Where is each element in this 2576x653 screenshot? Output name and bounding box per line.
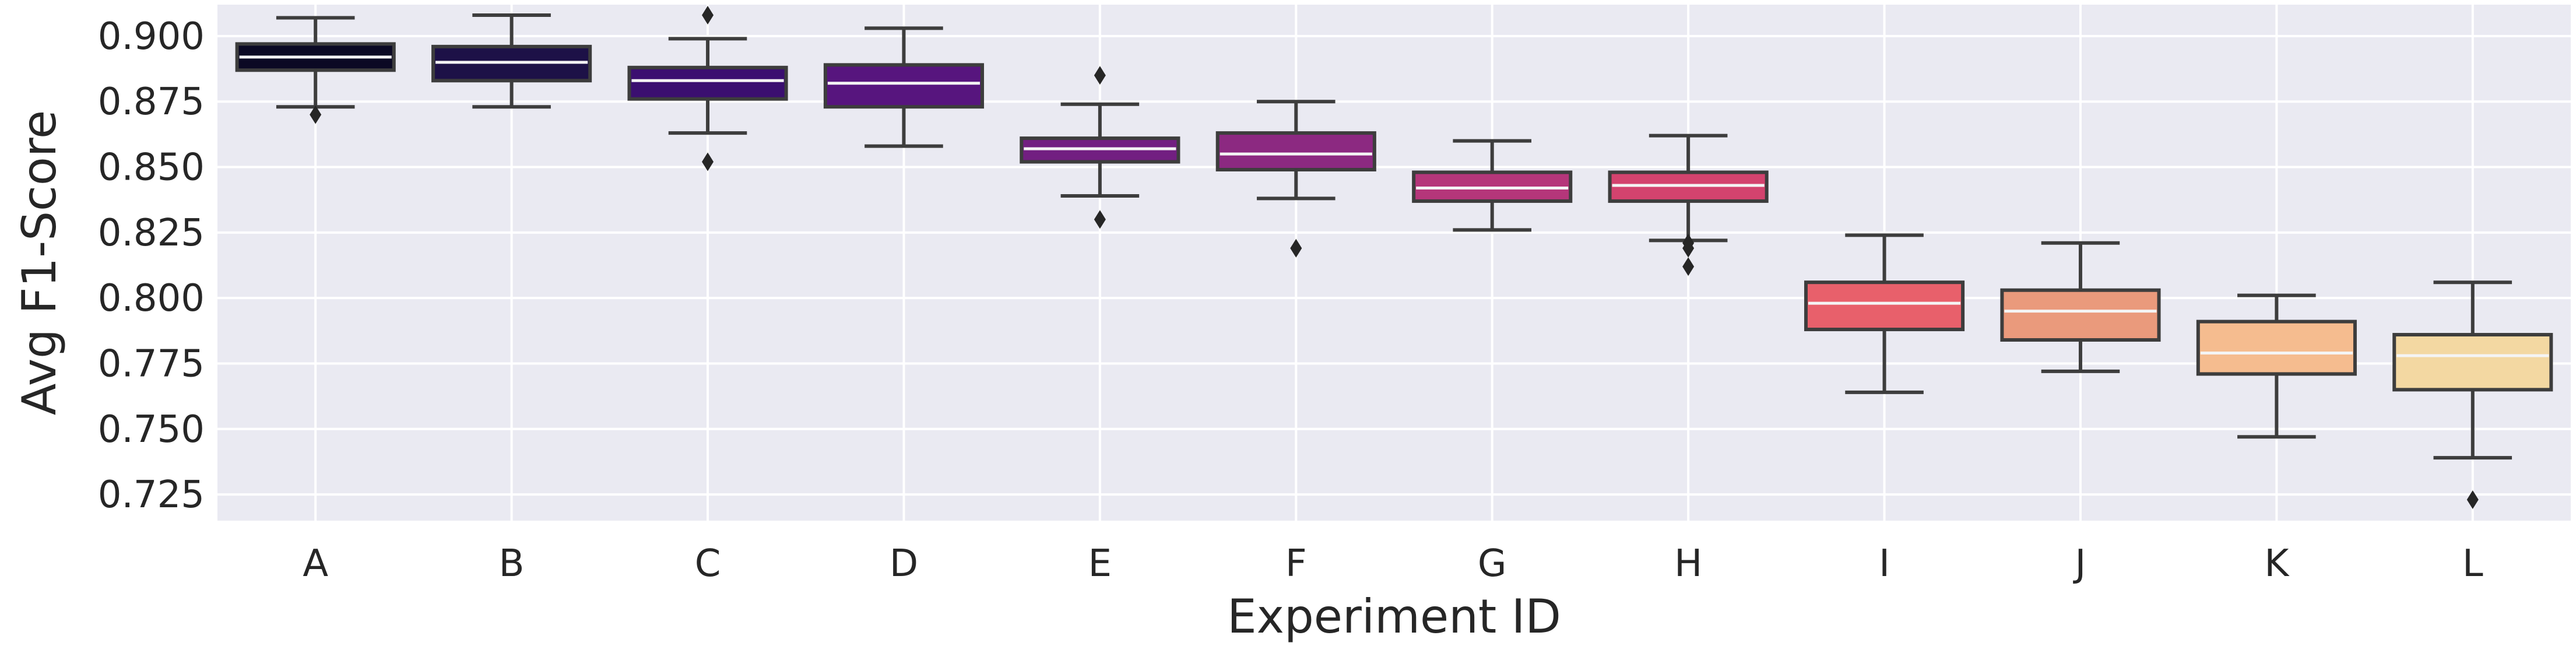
outlier-point — [1290, 238, 1302, 258]
box-iqr — [2000, 288, 2161, 342]
box-iqr — [823, 63, 985, 109]
x-tick-label: L — [2462, 542, 2483, 585]
y-tick-label: 0.725 — [98, 473, 205, 517]
box-group-j — [2000, 241, 2161, 373]
x-tick-label: C — [695, 542, 721, 585]
x-tick-labels: A B C D E F G H I J K L — [303, 542, 2483, 585]
box-iqr — [2196, 320, 2357, 376]
y-tick-labels: 0.725 0.750 0.775 0.800 0.825 0.850 0.875 0.900 — [98, 15, 205, 517]
y-tick-label: 0.750 — [98, 408, 205, 451]
outlier-point — [1682, 238, 1695, 258]
box-group-b — [431, 13, 592, 109]
box-group-e — [1020, 66, 1180, 229]
y-tick-label: 0.875 — [98, 80, 205, 124]
box-group-l — [2392, 280, 2553, 510]
x-tick-label: J — [2073, 542, 2086, 585]
x-axis-label: Experiment ID — [1227, 589, 1561, 644]
x-tick-label: D — [890, 542, 918, 585]
outlier-point — [702, 152, 714, 171]
x-tick-label: H — [1674, 542, 1702, 585]
y-axis-label: Avg F1-Score — [12, 110, 66, 415]
x-tick-label: K — [2264, 542, 2290, 585]
x-tick-label: F — [1285, 542, 1307, 585]
outlier-point — [2466, 490, 2479, 510]
outlier-point — [702, 5, 714, 24]
y-tick-label: 0.775 — [98, 342, 205, 385]
plot-background — [217, 5, 2571, 521]
outlier-point — [1682, 257, 1695, 276]
x-tick-label: E — [1088, 542, 1112, 585]
y-tick-label: 0.850 — [98, 146, 205, 189]
box-group-g — [1412, 139, 1573, 232]
box-iqr — [1215, 131, 1376, 172]
x-tick-label: B — [499, 542, 525, 585]
outlier-point — [1094, 66, 1106, 85]
x-tick-label: G — [1478, 542, 1507, 585]
y-tick-label: 0.825 — [98, 212, 205, 255]
box-iqr — [2392, 333, 2553, 392]
box-group-f — [1215, 100, 1376, 258]
outlier-point — [310, 105, 322, 124]
box-group-h — [1608, 134, 1769, 276]
box-group-a — [235, 16, 396, 124]
y-tick-label: 0.800 — [98, 277, 205, 320]
box-group-c — [627, 5, 788, 171]
box-group-k — [2196, 293, 2357, 439]
box-iqr — [627, 65, 788, 101]
outlier-point — [1094, 210, 1106, 229]
box-marks — [235, 5, 2553, 510]
y-tick-label: 0.900 — [98, 15, 205, 58]
box-group-i — [1804, 233, 1965, 394]
box-iqr — [1804, 280, 1965, 332]
x-tick-label: I — [1879, 542, 1890, 585]
x-tick-label: A — [303, 542, 328, 585]
box-group-d — [823, 26, 985, 148]
